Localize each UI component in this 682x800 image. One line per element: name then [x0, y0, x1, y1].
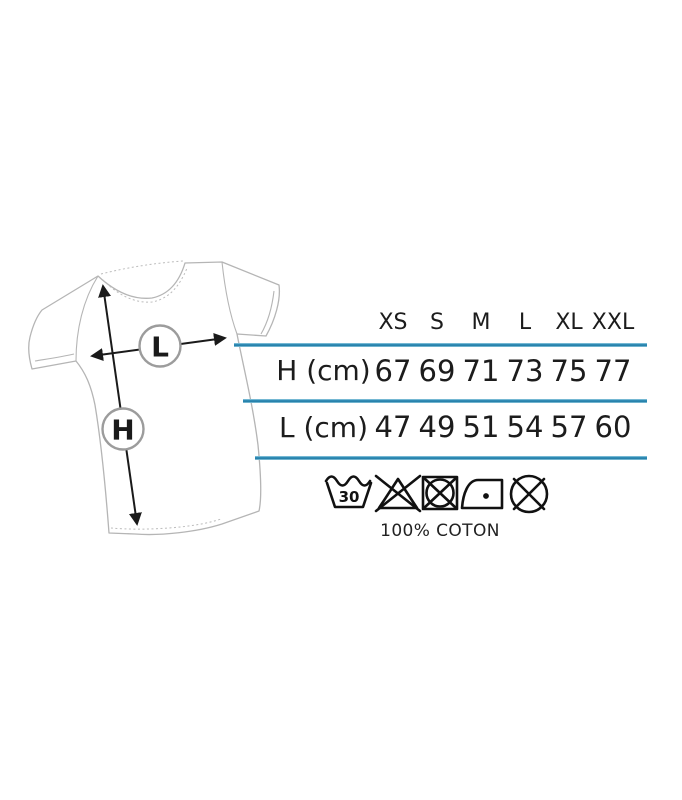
length-value: 51 — [462, 410, 500, 444]
table-rule — [255, 456, 647, 460]
size-column-header: XL — [555, 309, 583, 335]
table-rule — [243, 399, 647, 403]
do-not-tumble-dry-icon — [421, 475, 459, 511]
care-symbols: 30 — [324, 474, 549, 514]
tshirt-outline-icon — [28, 261, 281, 536]
size-column-header: XS — [378, 309, 408, 335]
table-rule — [234, 343, 647, 347]
size-column-header: L — [518, 309, 532, 335]
length-value: 49 — [418, 410, 456, 444]
size-table-corner — [276, 302, 371, 343]
iron-one-dot-icon — [460, 478, 504, 510]
length-badge-label: L — [151, 331, 169, 364]
length-value: 57 — [550, 410, 588, 444]
size-column-header: XXL — [591, 309, 635, 335]
do-not-dry-clean-icon — [509, 474, 549, 514]
fabric-composition-label: 100% COTON — [380, 521, 500, 541]
size-table: XS S M L XL XXL H (cm) 67 69 71 73 75 77… — [276, 302, 635, 456]
wash-temp-label: 30 — [339, 488, 360, 506]
length-value: 47 — [374, 410, 412, 444]
tshirt-seams — [34, 261, 275, 362]
height-badge-label: H — [111, 414, 134, 447]
height-value: 71 — [462, 353, 500, 388]
height-value: 75 — [550, 353, 588, 388]
size-column-header: S — [430, 309, 444, 335]
length-value: 60 — [594, 410, 632, 444]
height-value: 77 — [594, 353, 632, 388]
size-column-header: M — [471, 309, 491, 335]
length-row-label: L (cm) — [278, 410, 369, 444]
length-badge: L — [138, 324, 182, 368]
height-value: 69 — [418, 353, 456, 388]
tshirt-diagram: L H — [28, 260, 281, 536]
do-not-bleach-icon — [374, 474, 422, 513]
height-value: 73 — [506, 353, 544, 388]
height-badge: H — [101, 407, 145, 451]
height-row-label: H (cm) — [276, 354, 371, 387]
height-value: 67 — [374, 353, 412, 388]
wash-30-icon: 30 — [324, 475, 373, 509]
length-value: 54 — [506, 410, 544, 444]
height-arrow — [98, 284, 142, 526]
